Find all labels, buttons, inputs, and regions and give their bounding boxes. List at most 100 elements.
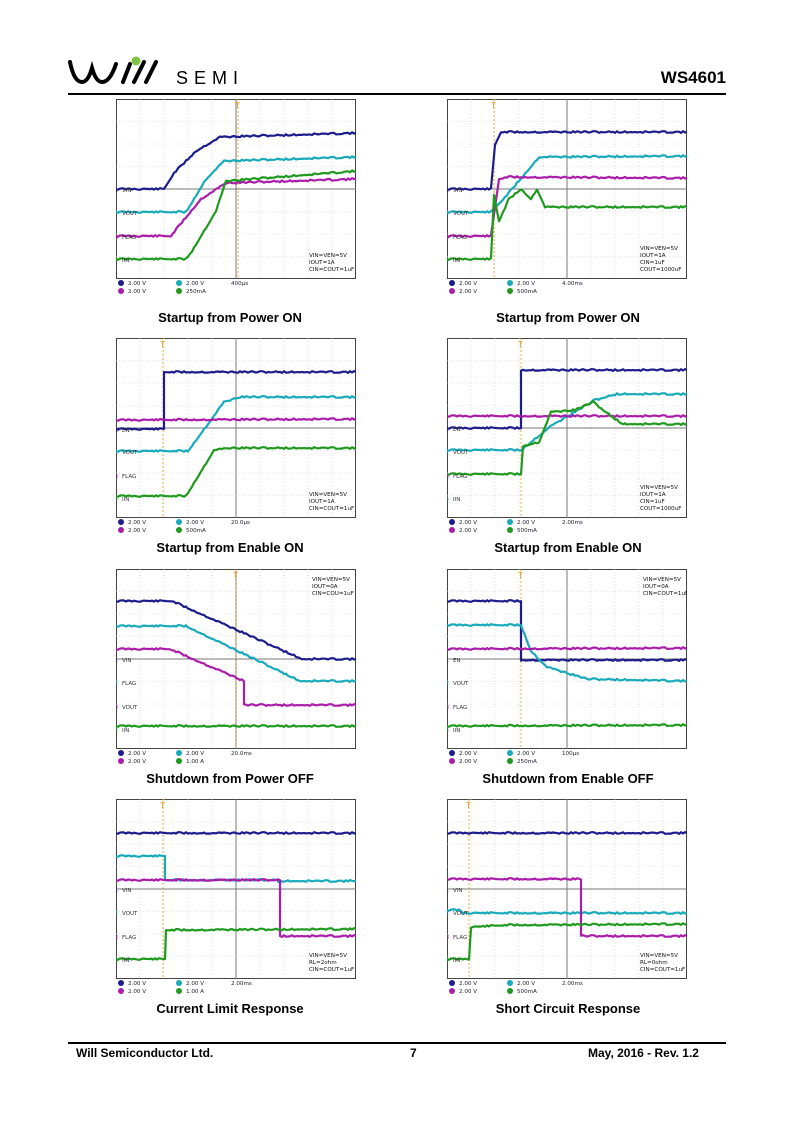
waveform-ch2 [447, 623, 687, 683]
channel-marker: 3 [116, 472, 118, 480]
scope-3-svg: T 1 EN 2 VOUT 3 FLAG 4 IIN VIN=VEN=5VIOUT=1ACIN=C… [116, 338, 356, 534]
channel-dot-icon [176, 288, 182, 294]
caption-3: Startup from Enable ON [156, 540, 304, 555]
test-condition: VIN=VEN=5V [309, 492, 347, 498]
waveform-ch4 [447, 922, 687, 961]
timebase: 20.0ms [231, 751, 252, 757]
channel-scale: 500mA [517, 989, 537, 995]
channel-label: VOUT [122, 211, 138, 217]
channel-dot-icon [118, 988, 124, 994]
scope-2: T 1 VIN 2 VOUT 3 FLAG 4 IIN VIN=VEN=5V IOUT=1A CIN=… [447, 99, 687, 299]
scope-grid [116, 799, 356, 979]
waveform-ch1 [447, 130, 687, 191]
waveform-ch4 [447, 723, 687, 728]
channel-marker: 2 [116, 679, 118, 687]
channel-marker: 2 [447, 909, 449, 917]
channel-label: VOUT [453, 911, 469, 917]
channel-dot-icon [176, 280, 182, 286]
channel-marker: 3 [116, 703, 118, 711]
scope-grid [447, 799, 687, 979]
channel-label: EN [122, 428, 130, 434]
footer-page-number: 7 [410, 1046, 417, 1060]
trigger-marker-icon: T [234, 101, 240, 110]
test-condition: IOUT=0A [643, 584, 669, 590]
channel-label: IIN [122, 497, 129, 503]
channel-marker: 2 [116, 209, 118, 217]
scope-8: T 1 VIN 2 VOUT 3 FLAG 4 IIN VIN=VEN=5V RL=0ohm CIN=… [447, 799, 687, 999]
scope-4-svg: T 1 EN 2 VOUT 3 FLAG 4 IIN VIN=VEN=5VIOUT=1ACIN=1… [447, 338, 687, 534]
part-number: WS4601 [660, 68, 726, 87]
waveform-ch4 [447, 400, 687, 476]
channel-dot-icon [507, 758, 513, 764]
channel-dot-icon [507, 988, 513, 994]
channel-dot-icon [449, 527, 455, 533]
waveform-ch1 [116, 599, 356, 662]
channel-marker: 1 [447, 186, 449, 194]
test-condition: VIN=VEN=5V [640, 246, 678, 252]
caption-1: Startup from Power ON [158, 310, 302, 325]
channel-label: VIN [122, 888, 132, 894]
channel-dot-icon [507, 750, 513, 756]
channel-dot-icon [507, 519, 513, 525]
logo-text: SEMI [176, 68, 244, 88]
trigger-marker-icon: T [490, 101, 496, 110]
waveform-ch3 [116, 177, 356, 238]
channel-dot-icon [118, 519, 124, 525]
waveform-ch2 [116, 155, 356, 214]
channel-label: VOUT [453, 681, 469, 687]
channel-marker: 1 [447, 886, 449, 894]
caption-5: Shutdown from Power OFF [146, 771, 314, 786]
channel-scale: 1.00 A [186, 989, 204, 995]
waveform-ch2 [447, 154, 687, 214]
channel-dot-icon [118, 980, 124, 986]
channel-dot-icon [118, 527, 124, 533]
channel-label: VIN [453, 188, 463, 194]
caption-4: Startup from Enable ON [494, 540, 642, 555]
channel-scale: 2.00 V [128, 751, 146, 757]
test-condition: VIN=VEN=5V [309, 953, 347, 959]
waveform-ch4 [116, 169, 356, 261]
channel-dot-icon [449, 288, 455, 294]
test-condition: CIN=COUT=1uF [640, 967, 685, 973]
test-condition: IOUT=1A [640, 253, 666, 259]
channel-marker: 4 [447, 256, 449, 264]
page-header: SEMI WS4601 [68, 56, 726, 96]
channel-marker: 3 [447, 472, 449, 480]
test-condition: IOUT=1A [309, 260, 335, 266]
channel-marker: 4 [116, 495, 118, 503]
timebase: 20.0µs [231, 520, 250, 526]
waveform-ch3 [447, 646, 687, 651]
channel-label: VOUT [122, 705, 138, 711]
channel-dot-icon [118, 280, 124, 286]
channel-label: VIN [453, 888, 463, 894]
channel-scale: 500mA [517, 528, 537, 534]
channel-dot-icon [507, 980, 513, 986]
waveform-ch2 [116, 395, 356, 453]
channel-scale: 2.00 V [517, 751, 535, 757]
scope-8-svg: T 1 VIN 2 VOUT 3 FLAG 4 IIN VIN=VEN=5VRL=0ohmCIN=… [447, 799, 687, 995]
footer-date-rev: May, 2016 - Rev. 1.2 [588, 1046, 699, 1060]
channel-marker: 1 [116, 426, 118, 434]
channel-label: VIN [122, 188, 132, 194]
channel-label: FLAG [122, 474, 136, 480]
channel-marker: 2 [116, 448, 118, 456]
timebase: 2.00ms [231, 981, 252, 987]
channel-scale: 2.00 V [459, 751, 477, 757]
channel-label: FLAG [453, 235, 467, 241]
scope-6: T 1 EN 2 VOUT 3 FLAG 4 IIN VIN=VEN=5V IOUT=0A CIN=C… [447, 569, 687, 769]
test-condition: IOUT=1A [640, 492, 666, 498]
channel-scale: 2.00 V [128, 981, 146, 987]
channel-scale: 500mA [517, 289, 537, 295]
channel-scale: 2.00 V [128, 281, 146, 287]
scope-3: T 1 EN 2 VOUT 3 FLAG 4 IIN VIN=VEN=5V IOUT=1A CIN=C… [116, 338, 356, 538]
channel-dot-icon [118, 288, 124, 294]
waveform-ch4 [116, 927, 356, 961]
channel-marker: 4 [447, 726, 449, 734]
channel-dot-icon [176, 758, 182, 764]
channel-label: EN [453, 427, 461, 433]
channel-label: IIN [453, 958, 460, 964]
test-condition: RL=0ohm [640, 960, 668, 966]
channel-scale: 2.00 V [186, 520, 204, 526]
channel-marker: 4 [116, 726, 118, 734]
test-condition: VIN=VEN=5V [309, 253, 347, 259]
